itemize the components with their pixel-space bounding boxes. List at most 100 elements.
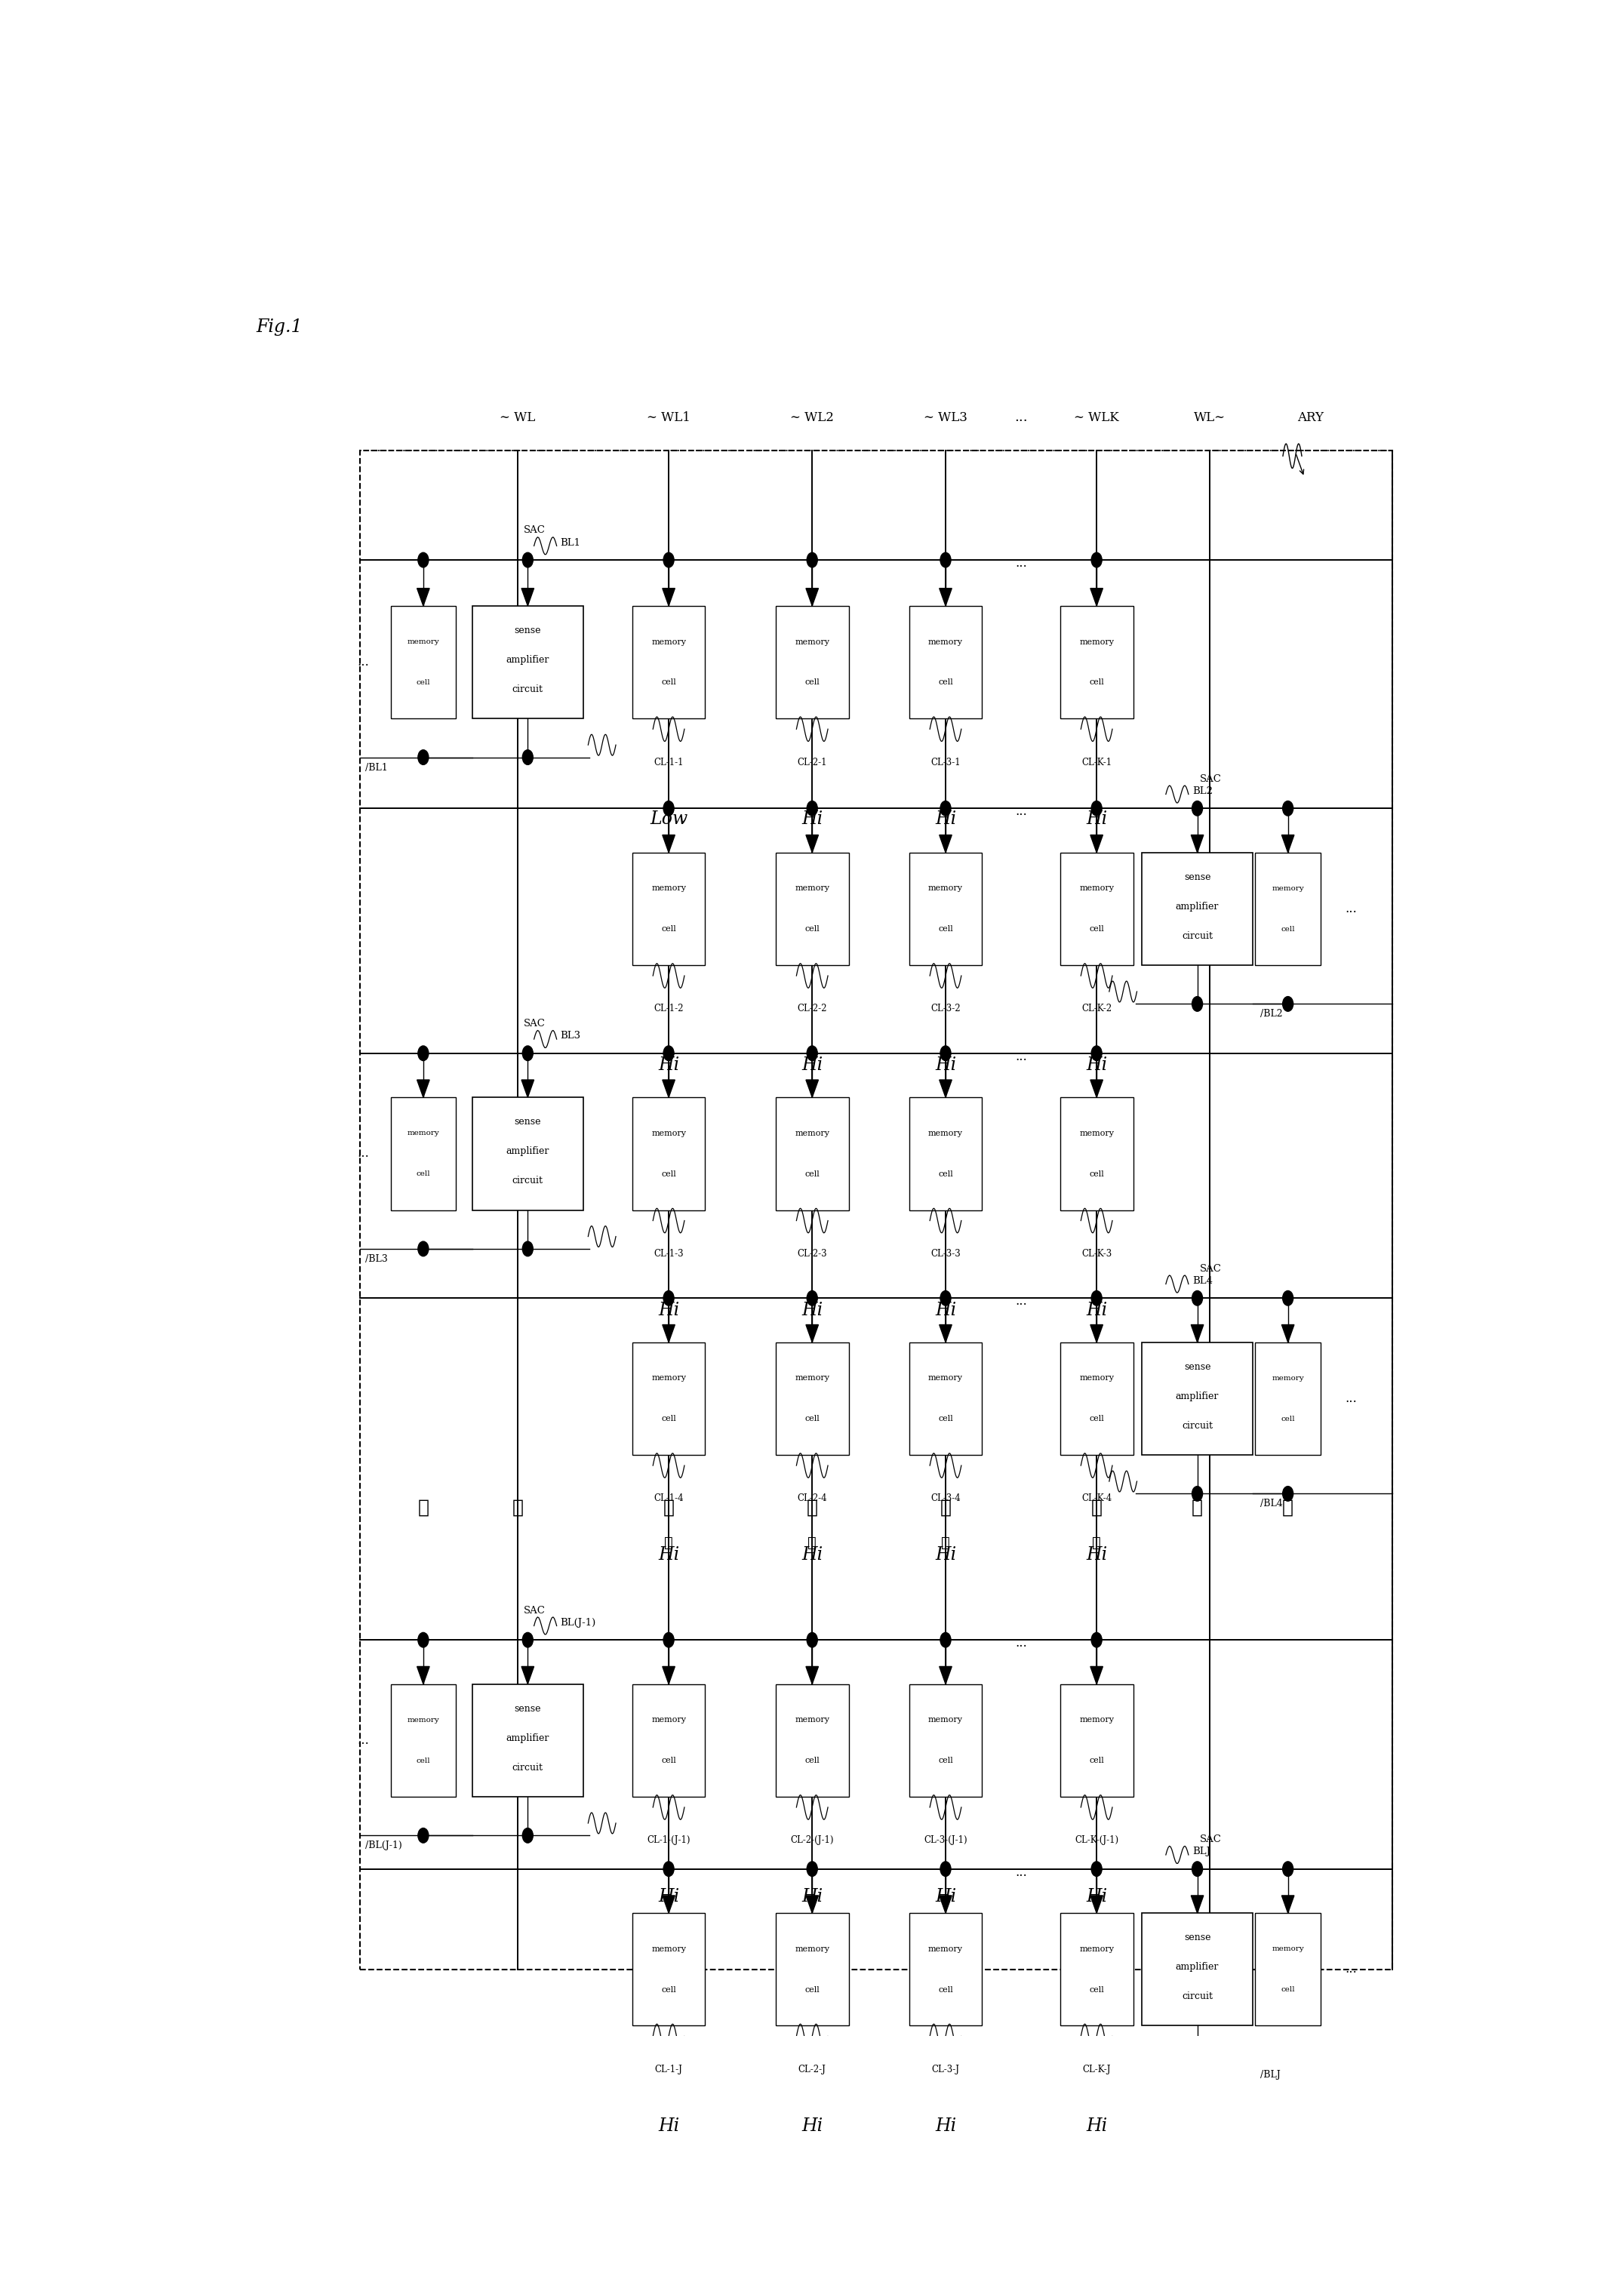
Text: CL-2-2: CL-2-2 [797, 1004, 827, 1014]
Text: memory: memory [651, 638, 685, 645]
Circle shape [1283, 1487, 1293, 1501]
Text: amplifier: amplifier [507, 654, 549, 666]
Polygon shape [521, 1666, 534, 1684]
Polygon shape [939, 1894, 952, 1913]
Text: cell: cell [1090, 680, 1104, 686]
Circle shape [807, 1862, 817, 1876]
FancyBboxPatch shape [1255, 1343, 1320, 1455]
Text: ...: ... [357, 657, 369, 668]
Circle shape [523, 1634, 533, 1647]
FancyBboxPatch shape [632, 1684, 705, 1796]
Text: sense: sense [515, 1117, 541, 1128]
Text: Hi: Hi [1086, 1302, 1108, 1318]
Text: memory: memory [1272, 1375, 1304, 1382]
Text: cell: cell [1090, 1169, 1104, 1178]
Polygon shape [939, 835, 952, 853]
Text: memory: memory [794, 885, 830, 892]
Text: Hi: Hi [935, 1302, 957, 1318]
Text: SAC: SAC [525, 1606, 546, 1615]
Text: memory: memory [929, 1716, 963, 1723]
Text: BL2: BL2 [1192, 787, 1213, 796]
Text: CL-2-3: CL-2-3 [797, 1249, 827, 1258]
Text: memory: memory [408, 638, 440, 645]
FancyBboxPatch shape [473, 1684, 583, 1796]
Text: ⋮: ⋮ [1192, 1499, 1203, 1517]
Text: ...: ... [1015, 1295, 1026, 1309]
Text: memory: memory [1080, 885, 1114, 892]
Circle shape [663, 1290, 674, 1306]
FancyBboxPatch shape [1060, 1343, 1134, 1455]
Text: circuit: circuit [512, 684, 542, 693]
FancyBboxPatch shape [1060, 606, 1134, 718]
Text: /BL2: /BL2 [1260, 1009, 1283, 1018]
Polygon shape [521, 588, 534, 606]
Circle shape [523, 750, 533, 764]
Text: cell: cell [939, 680, 953, 686]
Text: BLJ: BLJ [1192, 1846, 1210, 1856]
Text: memory: memory [651, 1716, 685, 1723]
Circle shape [1091, 1290, 1103, 1306]
FancyBboxPatch shape [776, 853, 849, 966]
Circle shape [1192, 1487, 1203, 1501]
Circle shape [1283, 801, 1293, 817]
Text: ∼ WL: ∼ WL [500, 412, 536, 423]
Text: CL-3-4: CL-3-4 [931, 1494, 960, 1503]
Circle shape [807, 1046, 817, 1062]
Text: cell: cell [1281, 1416, 1294, 1423]
Text: Hi: Hi [802, 1547, 823, 1565]
Text: SAC: SAC [525, 526, 546, 535]
Text: memory: memory [651, 1945, 685, 1954]
Polygon shape [663, 1325, 676, 1343]
Circle shape [1192, 1862, 1203, 1876]
Text: Hi: Hi [1086, 810, 1108, 828]
Text: BL1: BL1 [560, 538, 581, 547]
Circle shape [417, 1242, 429, 1256]
Text: Low: Low [650, 810, 687, 828]
Circle shape [1283, 1290, 1293, 1306]
Text: /BL3: /BL3 [365, 1254, 388, 1263]
Text: cell: cell [661, 680, 676, 686]
Text: Hi: Hi [1086, 1547, 1108, 1565]
Circle shape [523, 1828, 533, 1842]
Text: CL-K-(J-1): CL-K-(J-1) [1075, 1835, 1119, 1846]
Text: CL-3-1: CL-3-1 [931, 757, 960, 766]
Text: Hi: Hi [935, 1888, 957, 1906]
FancyBboxPatch shape [632, 1098, 705, 1210]
Text: /BL4: /BL4 [1260, 1499, 1283, 1508]
FancyBboxPatch shape [1142, 1913, 1252, 2025]
Text: memory: memory [929, 1375, 963, 1382]
FancyBboxPatch shape [632, 1343, 705, 1455]
Polygon shape [1281, 1325, 1294, 1343]
Text: cell: cell [1281, 1986, 1294, 1993]
Circle shape [940, 1290, 952, 1306]
Text: ...: ... [357, 1146, 369, 1160]
Circle shape [1091, 1862, 1103, 1876]
Text: cell: cell [1090, 1986, 1104, 1993]
Text: ...: ... [1345, 1391, 1356, 1405]
Text: amplifier: amplifier [1176, 1963, 1220, 1972]
Text: SAC: SAC [1200, 1835, 1221, 1844]
Text: ∼ WLK: ∼ WLK [1073, 412, 1119, 423]
Text: circuit: circuit [512, 1762, 542, 1773]
Text: /BL1: /BL1 [365, 762, 388, 773]
Circle shape [1192, 2057, 1203, 2073]
Text: cell: cell [806, 1414, 820, 1423]
Text: SAC: SAC [525, 1018, 546, 1030]
Text: Hi: Hi [1086, 1888, 1108, 1906]
Text: ⋮: ⋮ [663, 1499, 674, 1517]
Polygon shape [1090, 835, 1103, 853]
Text: ...: ... [1015, 412, 1028, 423]
Text: cell: cell [806, 680, 820, 686]
Polygon shape [1281, 1894, 1294, 1913]
Text: cell: cell [1090, 924, 1104, 934]
Circle shape [663, 801, 674, 817]
Text: ...: ... [1345, 901, 1356, 915]
Text: circuit: circuit [1182, 1991, 1213, 2002]
Text: Fig.1: Fig.1 [257, 318, 302, 336]
Text: CL-2-1: CL-2-1 [797, 757, 827, 766]
Text: CL-K-3: CL-K-3 [1082, 1249, 1112, 1258]
Text: memory: memory [651, 1130, 685, 1137]
Text: sense: sense [515, 625, 541, 636]
FancyBboxPatch shape [909, 1098, 983, 1210]
FancyBboxPatch shape [1142, 1343, 1252, 1455]
